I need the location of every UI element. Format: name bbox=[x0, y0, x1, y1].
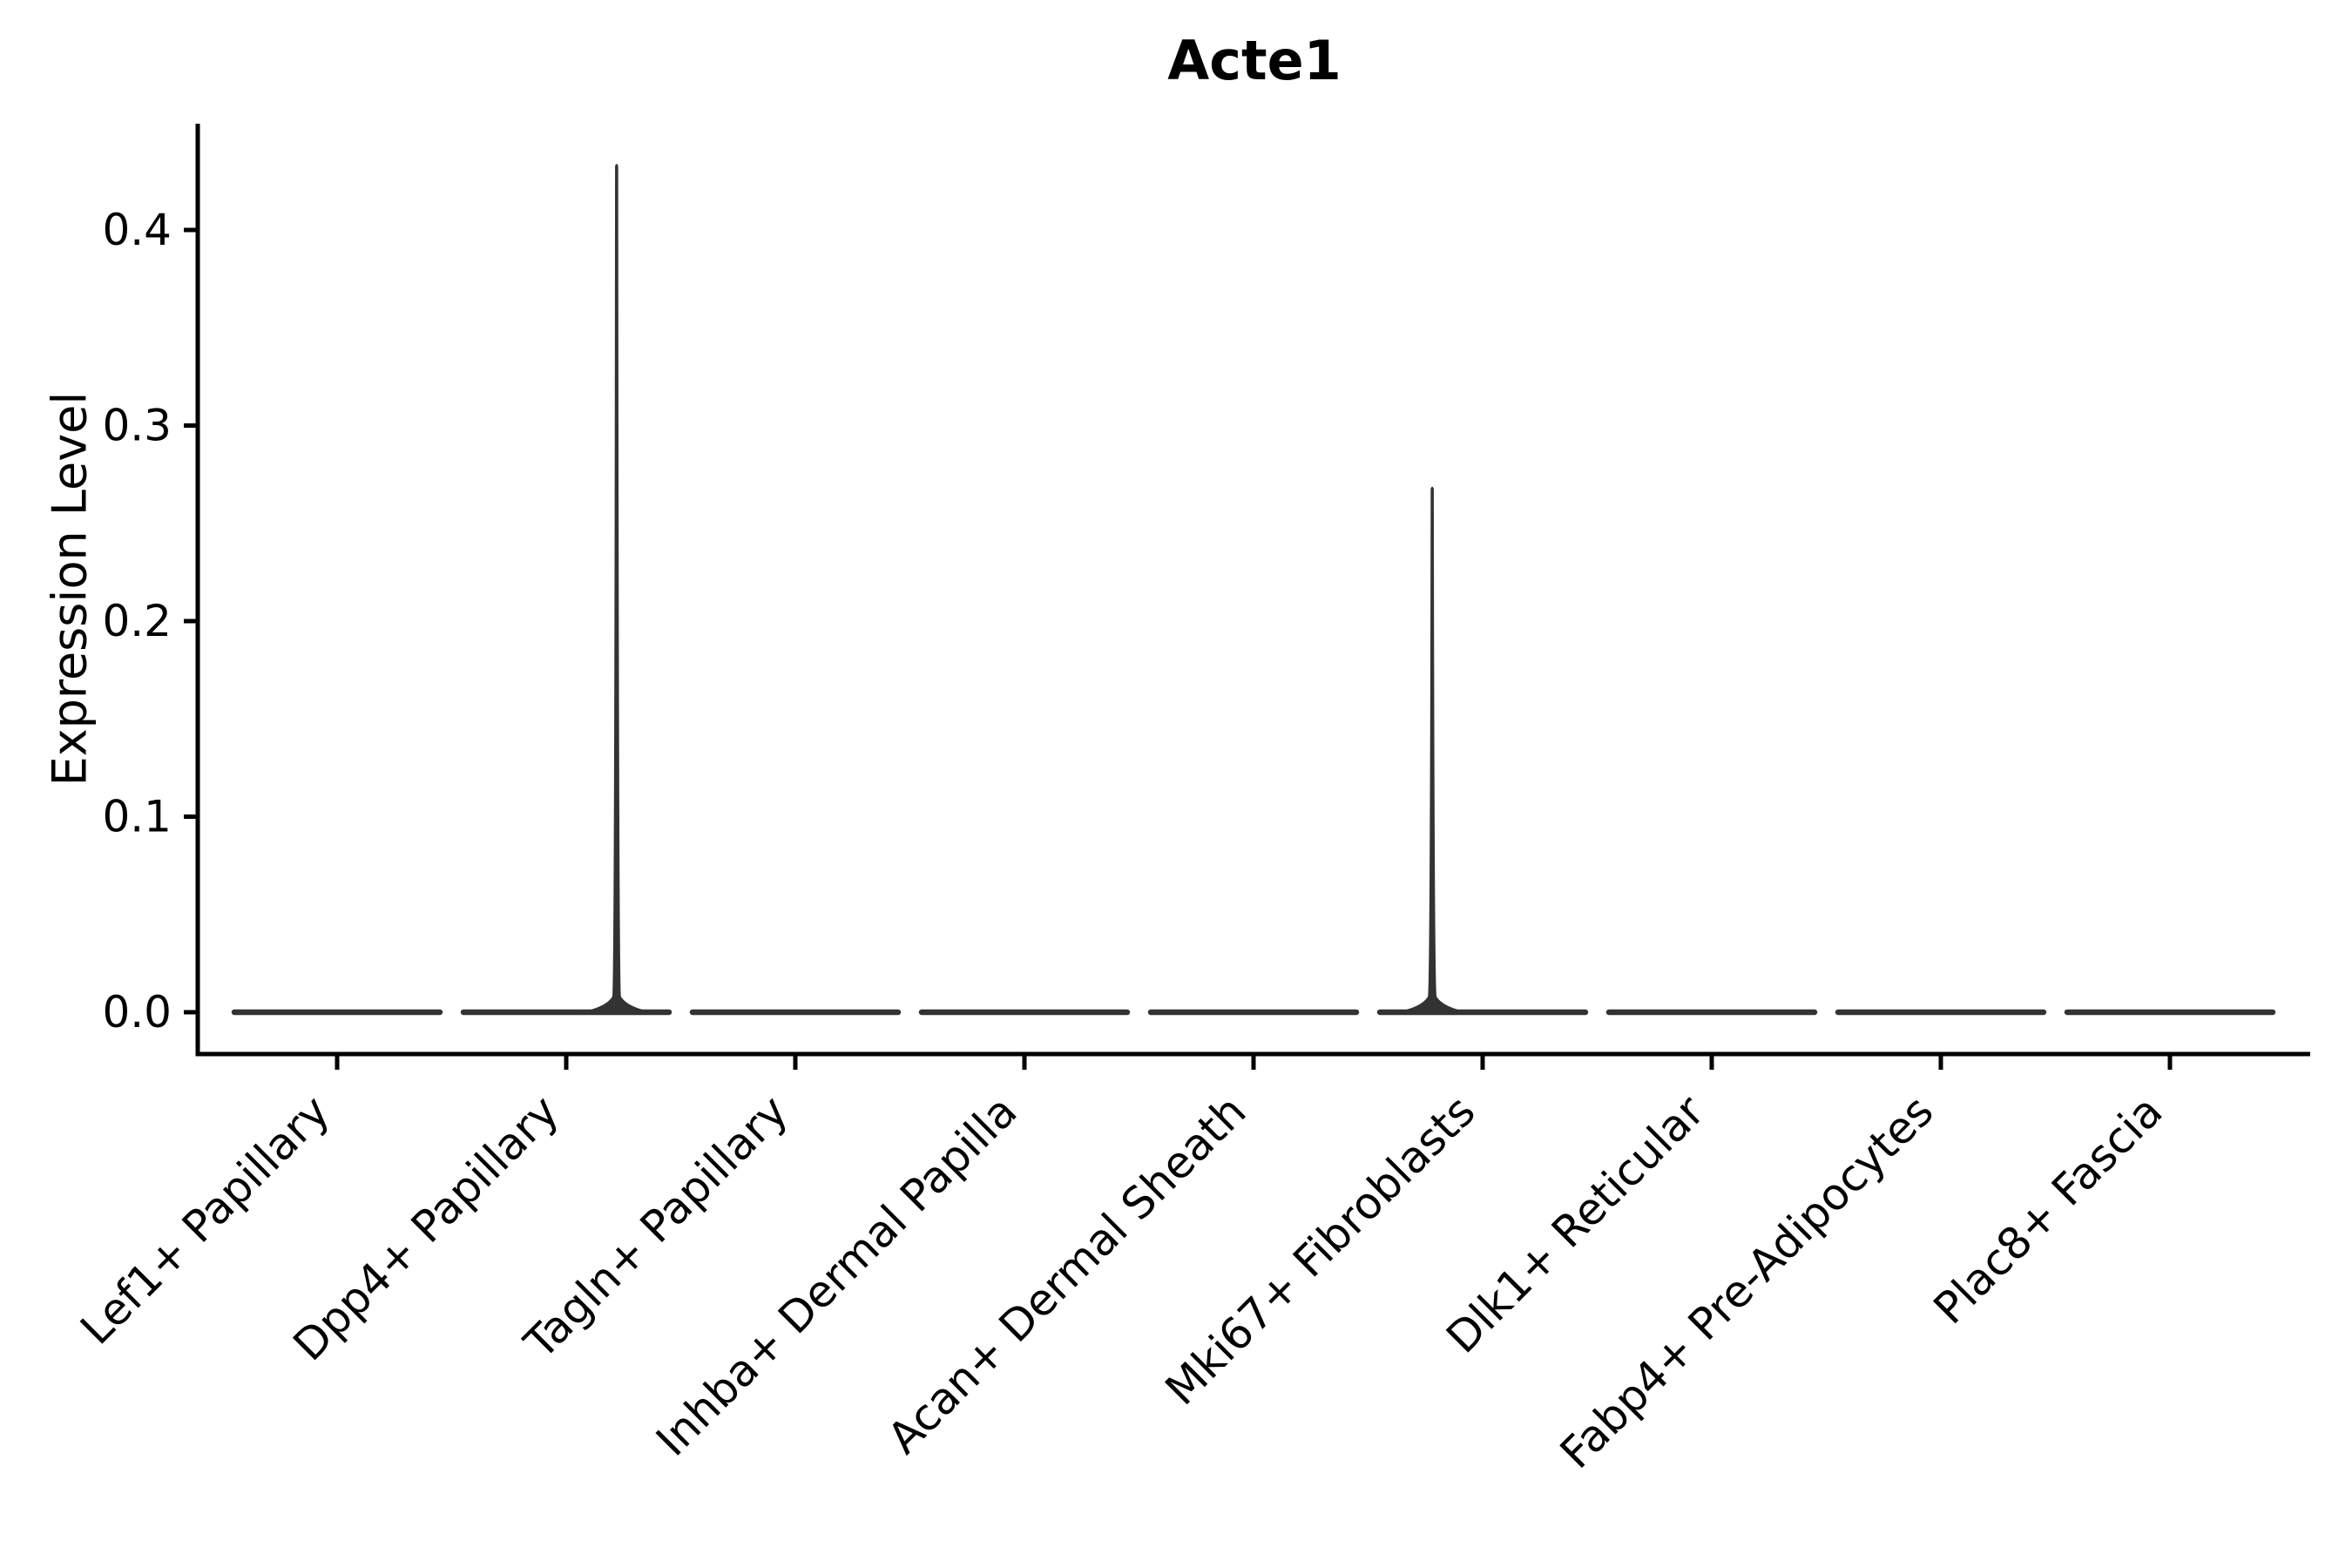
y-tick-label: 0.4 bbox=[102, 205, 172, 255]
y-tick-label: 0.0 bbox=[102, 987, 172, 1037]
y-tick-label: 0.2 bbox=[102, 596, 172, 646]
violin-spike bbox=[1383, 486, 1482, 1014]
violin-spike bbox=[567, 164, 666, 1015]
axes-layer bbox=[184, 124, 2310, 1070]
y-tick-label: 0.1 bbox=[102, 792, 172, 842]
x-tick-label: Fabp4+ Pre-Adipocytes bbox=[1551, 1085, 1943, 1478]
violins-layer bbox=[231, 164, 2276, 1016]
chart-title: Acte1 bbox=[1167, 29, 1342, 92]
x-tick-label: Lef1+ Papillary bbox=[71, 1085, 339, 1354]
x-tick-label: Plac8+ Fascia bbox=[1924, 1085, 2173, 1334]
y-axis-label: Expression Level bbox=[43, 392, 98, 787]
y-tick-label: 0.3 bbox=[102, 401, 172, 451]
